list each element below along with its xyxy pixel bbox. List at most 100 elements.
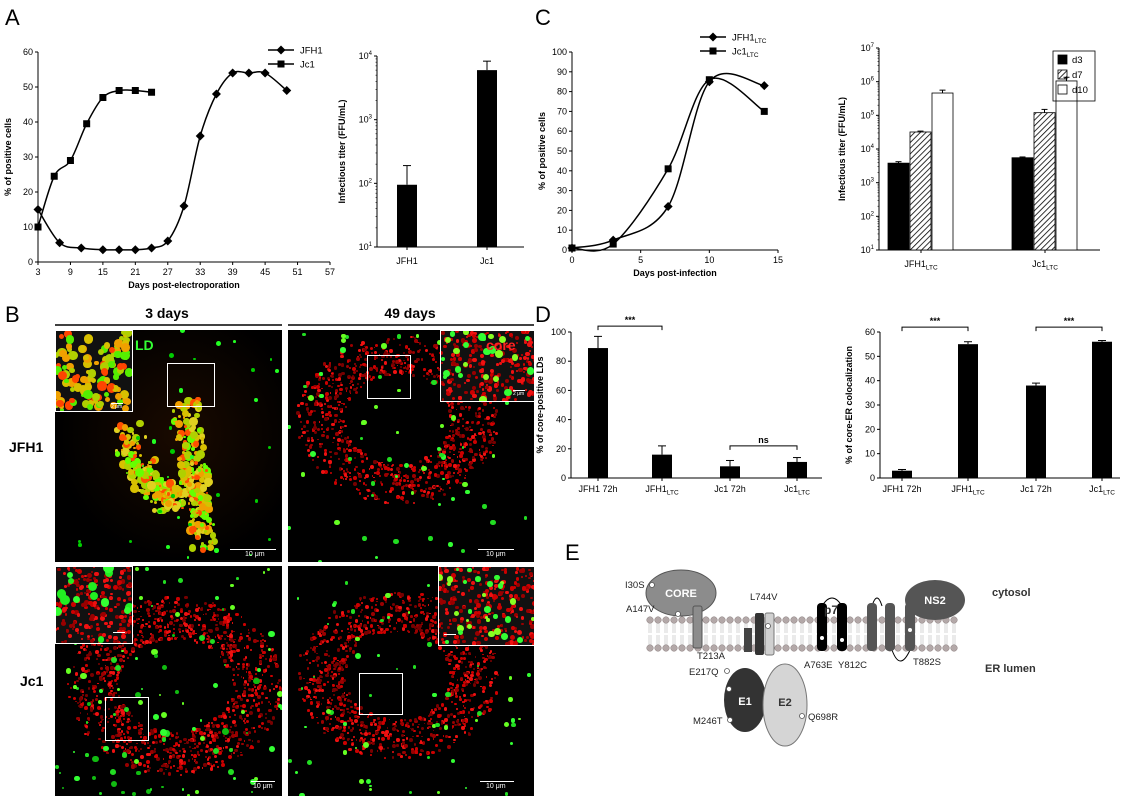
punctum xyxy=(427,722,430,726)
punctum xyxy=(270,682,274,686)
punctum xyxy=(133,758,139,765)
punctum xyxy=(520,331,526,334)
punctum xyxy=(58,771,62,775)
punctum xyxy=(356,602,360,607)
punctum xyxy=(487,707,492,712)
punctum xyxy=(116,688,120,692)
y-tick-base: 10 xyxy=(861,245,871,255)
x-axis-label: Days post-infection xyxy=(633,268,717,278)
punctum xyxy=(195,397,201,403)
punctum xyxy=(203,462,206,466)
punctum xyxy=(261,674,264,677)
punctum xyxy=(335,736,339,741)
punctum xyxy=(316,632,319,634)
punctum xyxy=(527,673,532,678)
punctum xyxy=(125,434,132,441)
punctum xyxy=(349,728,354,733)
punctum xyxy=(132,792,137,796)
punctum xyxy=(414,747,418,751)
punctum xyxy=(432,729,435,732)
y-axis-label: % of positive cells xyxy=(3,118,13,196)
lipid-head xyxy=(934,644,942,652)
punctum xyxy=(316,716,318,719)
inset-scale-bar xyxy=(113,632,125,633)
punctum xyxy=(323,682,326,686)
punctum xyxy=(191,726,196,731)
punctum xyxy=(244,687,247,690)
punctum xyxy=(427,604,430,607)
punctum xyxy=(195,510,198,514)
punctum xyxy=(510,370,515,375)
punctum xyxy=(461,424,464,427)
x-tick-label: 15 xyxy=(773,255,783,265)
punctum xyxy=(173,623,175,626)
punctum xyxy=(426,756,430,760)
punctum xyxy=(117,579,122,585)
punctum xyxy=(74,775,80,781)
punctum xyxy=(228,666,231,669)
punctum xyxy=(114,744,119,749)
micrograph-jc1-3d: 10 μm xyxy=(55,566,282,796)
punctum xyxy=(411,723,415,726)
punctum xyxy=(121,343,131,352)
lipid-tail xyxy=(800,623,804,645)
punctum xyxy=(177,743,181,747)
punctum xyxy=(229,604,236,611)
punctum xyxy=(433,612,438,616)
punctum xyxy=(166,595,170,599)
punctum xyxy=(139,644,143,648)
x-tick-label: Jc1 72h xyxy=(1020,484,1052,494)
punctum xyxy=(445,465,449,469)
punctum xyxy=(177,735,180,738)
punctum xyxy=(69,367,75,374)
punctum xyxy=(320,411,324,415)
punctum xyxy=(184,595,188,600)
punctum xyxy=(171,409,176,413)
punctum xyxy=(64,585,68,588)
punctum xyxy=(116,421,125,430)
lipid-head xyxy=(830,644,838,652)
punctum xyxy=(306,649,310,654)
punctum xyxy=(71,622,75,627)
punctum xyxy=(370,346,374,350)
punctum xyxy=(269,745,276,752)
punctum xyxy=(216,634,220,637)
punctum xyxy=(474,656,477,658)
punctum xyxy=(361,469,366,473)
punctum xyxy=(108,361,116,369)
punctum xyxy=(403,462,409,468)
punctum xyxy=(376,598,378,600)
punctum xyxy=(109,595,114,600)
punctum xyxy=(440,626,444,630)
punctum xyxy=(108,608,113,612)
lipid-head xyxy=(942,644,950,652)
punctum xyxy=(176,515,180,520)
punctum xyxy=(450,438,453,442)
punctum xyxy=(234,748,238,753)
punctum xyxy=(86,733,90,736)
inset-scale-bar xyxy=(111,403,123,404)
punctum xyxy=(444,336,452,344)
punctum xyxy=(86,593,89,596)
y-tick-label: 100 xyxy=(552,47,567,57)
punctum xyxy=(342,462,345,465)
punctum xyxy=(261,721,265,725)
region-of-interest xyxy=(167,363,215,407)
punctum xyxy=(386,746,390,750)
punctum xyxy=(210,639,216,645)
punctum xyxy=(408,718,413,723)
punctum xyxy=(412,467,417,472)
punctum xyxy=(334,451,338,456)
punctum xyxy=(402,601,405,605)
punctum xyxy=(463,731,467,734)
punctum xyxy=(100,367,108,375)
punctum xyxy=(300,687,304,690)
punctum xyxy=(445,475,449,479)
punctum xyxy=(182,416,185,419)
x-tick-label: 10 xyxy=(704,255,714,265)
punctum xyxy=(527,342,532,347)
punctum xyxy=(350,705,353,708)
punctum xyxy=(473,693,477,697)
lipid-head xyxy=(798,616,806,624)
punctum xyxy=(165,499,173,507)
